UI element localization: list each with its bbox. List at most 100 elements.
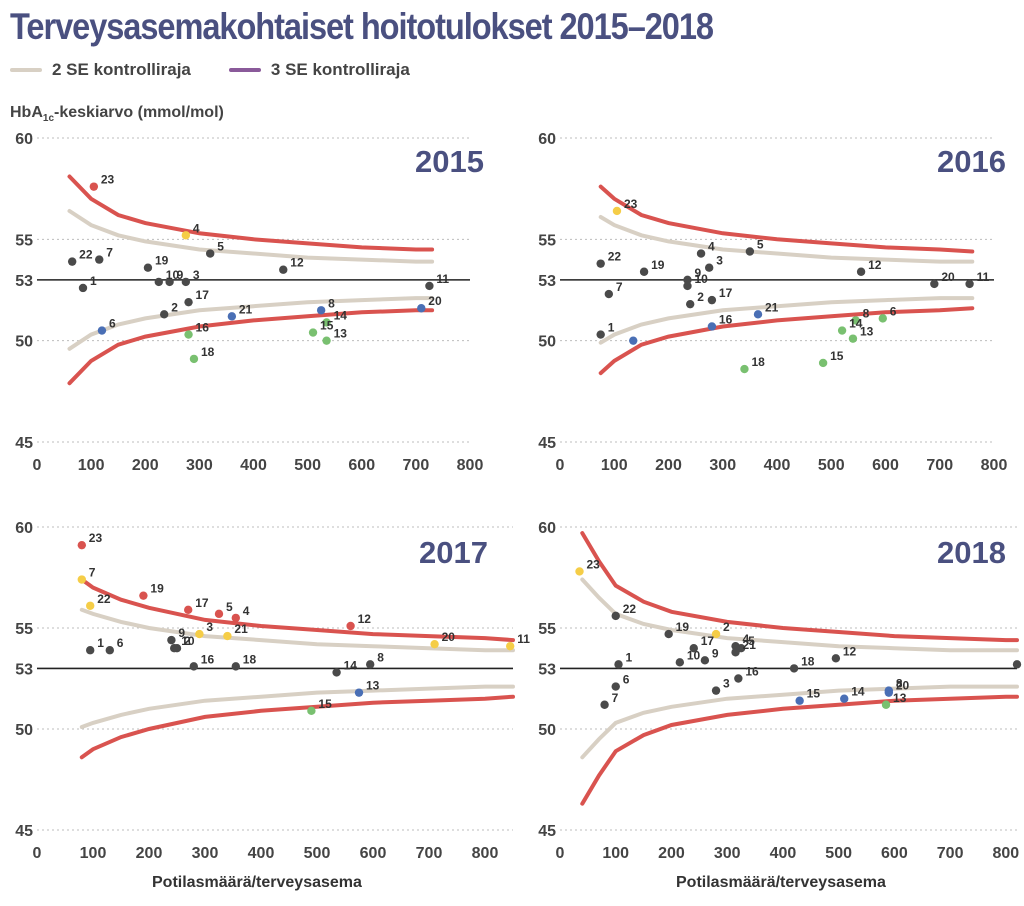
chart-2018-point-18 (789, 664, 799, 673)
chart-2016-x-tick-700: 700 (926, 457, 953, 474)
chart-2017-y-tick-53: 53 (15, 661, 33, 678)
chart-2017-x-tick-200: 200 (136, 845, 163, 862)
y-axis-label-sub: 1c (42, 113, 55, 125)
chart-2015-point-label-19: 19 (155, 254, 169, 268)
chart-2015-point-label-2: 2 (171, 300, 178, 314)
chart-2017-point-11 (506, 641, 515, 651)
chart-2016-point-label-10: 10 (694, 272, 708, 286)
chart-2015-point-label-8: 8 (328, 296, 335, 310)
chart-2017-point-21 (223, 631, 232, 641)
chart-2018-x-tick-600: 600 (881, 845, 908, 862)
chart-2017-point-label-15: 15 (318, 697, 332, 711)
chart-2015-point-label-17: 17 (196, 288, 210, 302)
chart-2015-point-7 (95, 255, 104, 264)
chart-2017-y-tick-55: 55 (15, 621, 33, 638)
legend-item-3se: 3 SE kontrolliraja (228, 60, 410, 80)
chart-2018-x-tick-400: 400 (770, 845, 797, 862)
chart-2017-point-label-9: 9 (178, 626, 185, 640)
chart-2015-point-label-11: 11 (436, 272, 449, 286)
chart-2017-point-6 (105, 646, 115, 655)
chart-2018-point-12 (831, 654, 841, 663)
chart-2018-y-tick-60: 60 (538, 520, 556, 537)
chart-2016-point-label-22: 22 (608, 250, 622, 264)
chart-2017-point-label-12: 12 (358, 612, 372, 626)
chart-2016-point-11 (965, 279, 974, 289)
chart-2018-x-tick-800: 800 (993, 845, 1020, 862)
chart-2018-limit-3se-lower (580, 694, 1019, 806)
chart-2015-point-label-22: 22 (79, 248, 93, 262)
chart-2017-point-label-5: 5 (226, 600, 233, 614)
chart-2018-point-11 (1012, 660, 1022, 669)
chart-2016-x-tick-300: 300 (709, 457, 736, 474)
chart-2018-point-13 (881, 700, 891, 709)
chart-2015-point-label-3: 3 (193, 268, 200, 282)
chart-2016-point-label-23: 23 (624, 197, 638, 211)
chart-2018-point-6 (611, 682, 620, 691)
chart-2017-point-label-17: 17 (195, 596, 209, 610)
chart-2015-point-label-10: 10 (166, 268, 180, 282)
chart-2018-point-label-20: 20 (896, 679, 910, 693)
chart-2015-y-tick-60: 60 (15, 131, 33, 148)
chart-2015-x-tick-400: 400 (240, 457, 267, 474)
chart-2017-point-13 (354, 688, 364, 697)
chart-2016-point-6 (878, 314, 887, 323)
chart-2018-limit-3se-upper (580, 531, 1019, 643)
chart-2016-point-16 (707, 322, 717, 331)
chart-2017-point-label-11: 11 (517, 632, 530, 646)
chart-2017-x-tick-100: 100 (80, 845, 107, 862)
chart-2018-point-3 (711, 686, 721, 695)
chart-2016-year-title: 2016 (937, 144, 1006, 179)
chart-2015-x-tick-200: 200 (132, 457, 159, 474)
chart-2017-point-label-8: 8 (377, 650, 384, 664)
chart-2016-point-2 (686, 299, 695, 309)
chart-2015-year-title: 2015 (415, 144, 484, 179)
chart-2016-point-3 (704, 263, 714, 272)
chart-2015-point-23 (89, 182, 99, 191)
chart-2018-point-label-9: 9 (712, 646, 719, 660)
chart-2016-point-10 (683, 281, 692, 291)
chart-2016-point-u23 (629, 336, 638, 345)
chart-2018-point-label-6: 6 (623, 673, 630, 687)
chart-2015-point-19 (143, 263, 153, 272)
chart-2017-point-label-21: 21 (234, 622, 248, 636)
legend-label-3se: 3 SE kontrolliraja (270, 60, 410, 79)
chart-2015-point-8 (316, 306, 326, 315)
chart-2018-point-label-19: 19 (676, 620, 690, 634)
chart-2018-point-14 (840, 694, 849, 703)
chart-2015-point-label-21: 21 (239, 302, 253, 316)
chart-2018-point-16 (734, 674, 743, 683)
chart-2017-point-label-6: 6 (117, 636, 124, 650)
chart-2016-point-label-14: 14 (849, 317, 863, 331)
chart-2017-point-label-14: 14 (344, 658, 358, 672)
chart-2017-point-19 (139, 591, 148, 600)
chart-2018-point-19 (664, 629, 673, 639)
chart-2018-point-15 (795, 696, 804, 705)
chart-2017-point-1 (86, 646, 95, 655)
chart-2016-y-tick-55: 55 (538, 232, 556, 249)
chart-2017-point-12 (346, 621, 355, 631)
chart-2018-point-label-10: 10 (687, 648, 701, 662)
chart-2016-point-17 (707, 295, 717, 305)
chart-2017-point-14 (332, 668, 341, 677)
legend-item-2se: 2 SE kontrolliraja (10, 60, 191, 80)
chart-2018-point-label-1: 1 (626, 650, 633, 664)
chart-2016-x-tick-0: 0 (556, 457, 565, 474)
chart-2016-point-8 (851, 316, 860, 325)
chart-2015-point-label-4: 4 (193, 221, 200, 235)
chart-2016-point-label-16: 16 (719, 312, 733, 326)
chart-2018-y-tick-45: 45 (538, 823, 556, 840)
chart-2018-y-tick-50: 50 (538, 722, 556, 739)
chart-2015-x-tick-100: 100 (78, 457, 105, 474)
chart-2018-year-title: 2018 (937, 535, 1006, 570)
chart-2018-point-label-12: 12 (843, 644, 857, 658)
chart-2016-limit-3se-lower (598, 306, 975, 376)
chart-2017-point-17 (184, 605, 193, 615)
x-axis-label-right: Potilasmäärä/terveysasema (676, 874, 886, 891)
chart-2015-point-label-7: 7 (106, 246, 113, 260)
chart-2017-x-tick-500: 500 (304, 845, 331, 862)
chart-2017-point-16 (189, 662, 198, 671)
chart-2016-point-14 (837, 326, 847, 335)
chart-2016-x-tick-200: 200 (655, 457, 682, 474)
chart-2017-y-tick-50: 50 (15, 722, 33, 739)
chart-2015-point-label-1: 1 (90, 274, 97, 288)
